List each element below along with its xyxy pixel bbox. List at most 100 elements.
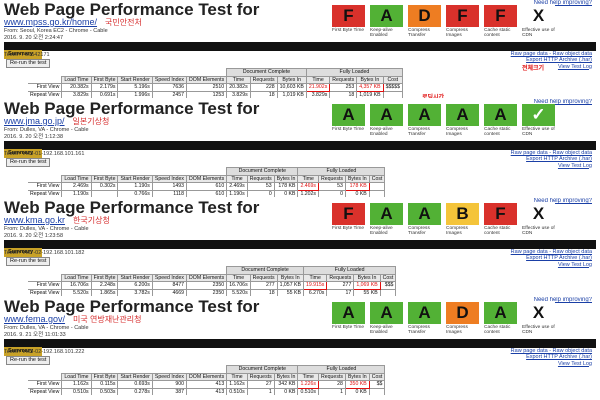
table-cell: 1.996s [117, 90, 153, 98]
tab-content-breakdown[interactable]: Content Breakdown [144, 348, 197, 354]
table-cell: 1.190s [117, 182, 153, 191]
grade-bar: F First Byte Time A Keep-alive Enabled D Comp… [332, 5, 594, 41]
grade-badge[interactable]: A [446, 104, 479, 126]
export-har-link[interactable]: Export HTTP Archive (.har) [526, 255, 592, 262]
grade-badge[interactable]: F [446, 5, 479, 27]
export-har-link[interactable]: Export HTTP Archive (.har) [526, 57, 592, 64]
table-cell: 55 KB [353, 288, 381, 296]
grade-badge[interactable]: D [446, 302, 479, 324]
need-help-link[interactable]: Need help improving? [533, 297, 592, 303]
grade-badge[interactable]: A [370, 203, 403, 225]
grade-badge[interactable]: A [408, 104, 441, 126]
column-header: Requests [329, 75, 358, 84]
tab-domains[interactable]: Domains [209, 150, 233, 156]
tab-domains[interactable]: Domains [209, 51, 233, 57]
grade-badge[interactable]: A [408, 302, 441, 324]
raw-data-link[interactable]: Raw page data - Raw object data [510, 51, 592, 57]
test-log-link[interactable]: View Test Log [557, 162, 592, 169]
column-header: First Byte [90, 174, 119, 183]
need-help-link[interactable]: Need help improving? [533, 198, 592, 204]
tab-content-breakdown[interactable]: Content Breakdown [144, 249, 197, 255]
rerun-button[interactable]: Re-run the test [6, 257, 51, 266]
tab-domains[interactable]: Domains [209, 348, 233, 354]
results-table: Document Complete Fully Loaded Load Time Fi… [28, 167, 386, 197]
column-header: Requests [326, 273, 355, 282]
url-text[interactable]: www.jma.go.jp/ [4, 116, 65, 126]
test-location: From: Dulles, VA - Chrome - Cable [4, 127, 89, 133]
tab-screen-shot[interactable]: Screen Shot [245, 150, 278, 156]
tested-url-link[interactable]: www.mpss.go.kr/home/국민안전처 [4, 17, 142, 28]
tab-domains[interactable]: Domains [209, 249, 233, 255]
tab-screen-shot[interactable]: Screen Shot [245, 249, 278, 255]
grade-badge[interactable]: A [408, 203, 441, 225]
grade-label: Cache static content [484, 127, 511, 137]
tester-id: Tester: i-8e542171 [4, 52, 50, 58]
export-har-link[interactable]: Export HTTP Archive (.har) [526, 156, 592, 163]
test-log-link[interactable]: View Test Log [557, 63, 592, 70]
grade-label: Cache static content [484, 226, 511, 236]
url-text[interactable]: www.mpss.go.kr/home/ [4, 17, 98, 27]
tab-content-breakdown[interactable]: Content Breakdown [144, 150, 197, 156]
grade-badge[interactable]: D [408, 5, 441, 27]
raw-data-link[interactable]: Raw page data - Raw object data [510, 249, 592, 255]
grade-label: Effective use of CDN [522, 325, 555, 335]
need-help-link[interactable]: Need help improving? [533, 0, 592, 6]
grade-badge[interactable]: F [484, 203, 517, 225]
result-tabs: Summary Details Performance Review Content … [4, 42, 596, 59]
grade-badge[interactable]: X [522, 203, 555, 225]
test-log-link[interactable]: View Test Log [557, 261, 592, 268]
tab-performance-review[interactable]: Performance Review [77, 150, 132, 156]
grade-badge[interactable]: A [370, 302, 403, 324]
tab-details[interactable]: Details [46, 51, 65, 57]
grade-badge[interactable]: A [484, 302, 517, 324]
tab-summary[interactable]: Summary [4, 149, 43, 158]
grade-badge[interactable]: A [484, 104, 517, 126]
tab-screen-shot[interactable]: Screen Shot [245, 51, 278, 57]
table-cell: 1,019 KB [276, 90, 307, 98]
grade-badge[interactable]: A [332, 104, 365, 126]
grade-badge[interactable]: ✓ [522, 104, 555, 126]
grade-label: Compress Transfer [408, 127, 430, 137]
tested-url-link[interactable]: www.jma.go.jp/일본기상청 [4, 116, 109, 127]
test-log-link[interactable]: View Test Log [557, 360, 592, 367]
grade-badge[interactable]: A [370, 104, 403, 126]
tab-summary[interactable]: Summary [4, 50, 43, 59]
grade-badge[interactable]: A [332, 302, 365, 324]
table-cell: 4,357 KB [356, 83, 384, 92]
url-text[interactable]: www.kma.go.kr [4, 215, 66, 225]
grade-label: Compress Transfer [408, 226, 430, 236]
tab-content-breakdown[interactable]: Content Breakdown [144, 51, 197, 57]
export-har-link[interactable]: Export HTTP Archive (.har) [526, 354, 592, 361]
table-cell: 0.302s [90, 182, 119, 191]
grade-badge[interactable]: F [332, 5, 365, 27]
tested-url-link[interactable]: www.fema.gov/미국 연방재난관리청 [4, 314, 142, 325]
grade-badge[interactable]: B [446, 203, 479, 225]
table-row: First View 2.469s 0.302s 1.190s 1493 610 2.469… [28, 182, 386, 191]
grade-badge[interactable]: A [370, 5, 403, 27]
tab-performance-review[interactable]: Performance Review [77, 51, 132, 57]
grade-badge[interactable]: X [522, 302, 555, 324]
test-location: From: Seoul, Korea EC2 - Chrome - Cable [4, 28, 108, 34]
tab-performance-review[interactable]: Performance Review [77, 348, 132, 354]
raw-data-link[interactable]: Raw page data - Raw object data [510, 348, 592, 354]
grade-badge[interactable]: F [484, 5, 517, 27]
raw-data-link[interactable]: Raw page data - Raw object data [510, 150, 592, 156]
table-cell: 342 KB [273, 380, 299, 389]
tab-performance-review[interactable]: Performance Review [77, 249, 132, 255]
rerun-button[interactable]: Re-run the test [6, 59, 51, 68]
column-header: Bytes In [273, 174, 299, 183]
tab-screen-shot[interactable]: Screen Shot [245, 348, 278, 354]
tab-details[interactable]: Details [46, 249, 65, 255]
grade-badge[interactable]: F [332, 203, 365, 225]
tested-url-link[interactable]: www.kma.go.kr 한국기상청 [4, 215, 110, 226]
tab-summary[interactable]: Summary [4, 248, 43, 257]
need-help-link[interactable]: Need help improving? [533, 99, 592, 105]
rerun-button[interactable]: Re-run the test [6, 356, 51, 365]
tab-details[interactable]: Details [46, 150, 65, 156]
tab-summary[interactable]: Summary [4, 347, 43, 356]
grade-badge[interactable]: X [522, 5, 555, 27]
rerun-button[interactable]: Re-run the test [6, 158, 51, 167]
tab-details[interactable]: Details [46, 348, 65, 354]
test-panel: Web Page Performance Test for www.fema.go… [2, 297, 598, 395]
url-text[interactable]: www.fema.gov/ [4, 314, 66, 324]
